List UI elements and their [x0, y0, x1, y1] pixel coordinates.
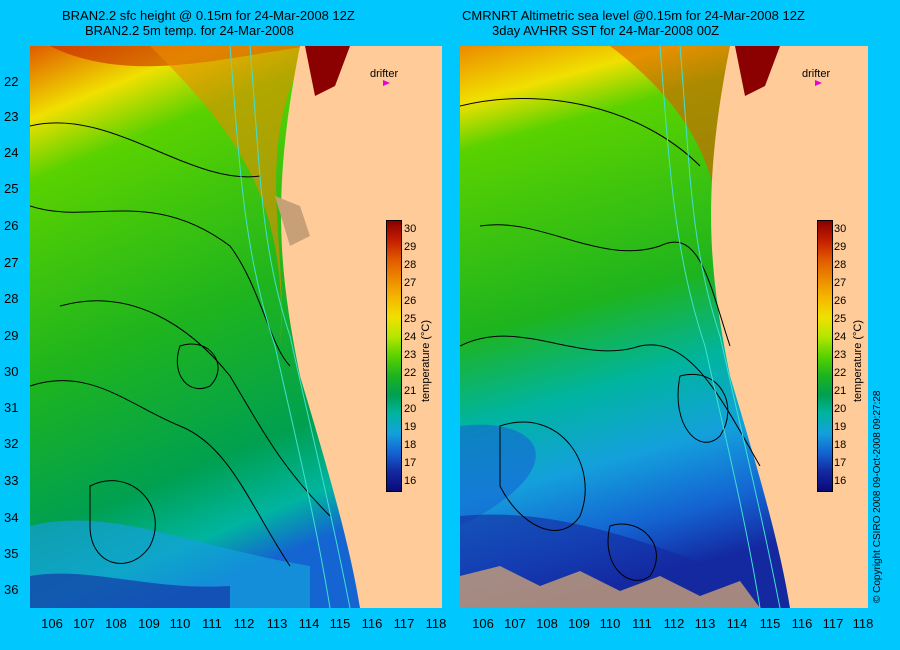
colorbar-tick-label: 23 [404, 349, 417, 361]
lon-label: 109 [138, 616, 160, 631]
land-high-temp-region [735, 46, 780, 96]
colorbar-tick-label: 27 [834, 277, 847, 289]
colorbar-tick-label: 16 [404, 475, 417, 487]
bathymetry-contours [659, 46, 781, 608]
colorbar-tick-label: 28 [834, 259, 847, 271]
colorbar-gradient [386, 220, 402, 492]
lon-label: 107 [73, 616, 95, 631]
colorbar-tick-label: 22 [404, 367, 417, 379]
left-drifter-label: drifter [370, 68, 399, 80]
colorbar-tick-label: 20 [834, 403, 847, 415]
lat-label: 31 [4, 400, 19, 415]
colorbar-tick-label: 29 [834, 241, 847, 253]
colorbar-tick-label: 28 [404, 259, 417, 271]
lon-label: 118 [425, 616, 447, 631]
lon-label: 113 [266, 616, 288, 631]
left-title-line2: BRAN2.2 5m temp. for 24-Mar-2008 [85, 23, 294, 38]
lat-label: 35 [4, 546, 19, 561]
lon-label: 111 [202, 616, 222, 631]
colorbar-tick-label: 20 [404, 403, 417, 415]
lon-label: 115 [329, 616, 351, 631]
colorbar-tick-label: 27 [404, 277, 417, 289]
cloud-cover-missing-data [460, 566, 760, 608]
right-drifter-marker-icon [815, 80, 822, 86]
copyright-notice: © Copyright CSIRO 2008 09-Oct-2008 09:27… [872, 390, 883, 604]
lon-label: 117 [393, 616, 415, 631]
colorbar-tick-label: 25 [404, 313, 417, 325]
right-map-panel [460, 46, 868, 608]
lat-label: 28 [4, 291, 19, 306]
lon-label: 108 [105, 616, 127, 631]
lon-label: 111 [632, 616, 652, 631]
right-drifter-label: drifter [802, 68, 831, 80]
lon-label: 110 [169, 616, 191, 631]
lon-label: 116 [791, 616, 813, 631]
lat-label: 30 [4, 364, 19, 379]
colorbar-tick-label: 25 [834, 313, 847, 325]
colorbar-tick-label: 30 [834, 223, 847, 235]
lat-label: 25 [4, 181, 19, 196]
lat-label: 22 [4, 74, 19, 89]
lon-label: 114 [726, 616, 748, 631]
colorbar-tick-label: 26 [834, 295, 847, 307]
lon-label: 109 [568, 616, 590, 631]
lon-label: 114 [298, 616, 320, 631]
colorbar-tick-label: 30 [404, 223, 417, 235]
estuary [275, 196, 310, 246]
lat-label: 29 [4, 328, 19, 343]
left-map-panel [30, 46, 442, 608]
lon-label: 106 [41, 616, 63, 631]
colorbar-tick-label: 19 [404, 421, 417, 433]
lat-label: 36 [4, 582, 19, 597]
lon-label: 112 [663, 616, 685, 631]
colorbar-tick-label: 24 [834, 331, 847, 343]
colorbar-gradient [817, 220, 833, 492]
colorbar-tick-label: 18 [404, 439, 417, 451]
right-title-line2: 3day AVHRR SST for 24-Mar-2008 00Z [492, 23, 720, 38]
right-map-svg [460, 46, 868, 608]
lon-label: 116 [361, 616, 383, 631]
colorbar-tick-label: 18 [834, 439, 847, 451]
left-title-line1: BRAN2.2 sfc height @ 0.15m for 24-Mar-20… [62, 8, 355, 23]
colorbar-tick-label: 16 [834, 475, 847, 487]
colorbar-tick-label: 17 [834, 457, 847, 469]
colorbar-tick-label: 26 [404, 295, 417, 307]
lon-label: 113 [694, 616, 716, 631]
lon-label: 107 [504, 616, 526, 631]
colorbar-tick-label: 29 [404, 241, 417, 253]
lon-label: 115 [759, 616, 781, 631]
bathymetry-contours [229, 46, 351, 608]
colorbar-tick-label: 21 [834, 385, 847, 397]
lon-label: 118 [852, 616, 874, 631]
colorbar-tick-label: 24 [404, 331, 417, 343]
lon-label: 112 [233, 616, 255, 631]
lon-label: 106 [472, 616, 494, 631]
lat-label: 27 [4, 255, 19, 270]
land-high-temp-region [305, 46, 350, 96]
left-drifter-marker-icon [383, 80, 390, 86]
colorbar-tick-label: 21 [404, 385, 417, 397]
colorbar-tick-label: 19 [834, 421, 847, 433]
lat-label: 26 [4, 218, 19, 233]
colorbar-tick-label: 22 [834, 367, 847, 379]
lon-label: 110 [599, 616, 621, 631]
lat-label: 23 [4, 109, 19, 124]
colorbar-tick-label: 23 [834, 349, 847, 361]
lat-label: 33 [4, 473, 19, 488]
lon-label: 108 [536, 616, 558, 631]
colorbar-title: temperature (°C) [420, 319, 432, 402]
left-map-svg [30, 46, 442, 608]
colorbar-title: temperature (°C) [852, 319, 864, 402]
lat-label: 32 [4, 436, 19, 451]
lat-label: 24 [4, 145, 19, 160]
right-title-line1: CMRNRT Altimetric sea level @0.15m for 2… [462, 8, 805, 23]
sea-level-contours [460, 98, 761, 581]
lat-label: 34 [4, 510, 19, 525]
lon-label: 117 [822, 616, 844, 631]
colorbar-tick-label: 17 [404, 457, 417, 469]
